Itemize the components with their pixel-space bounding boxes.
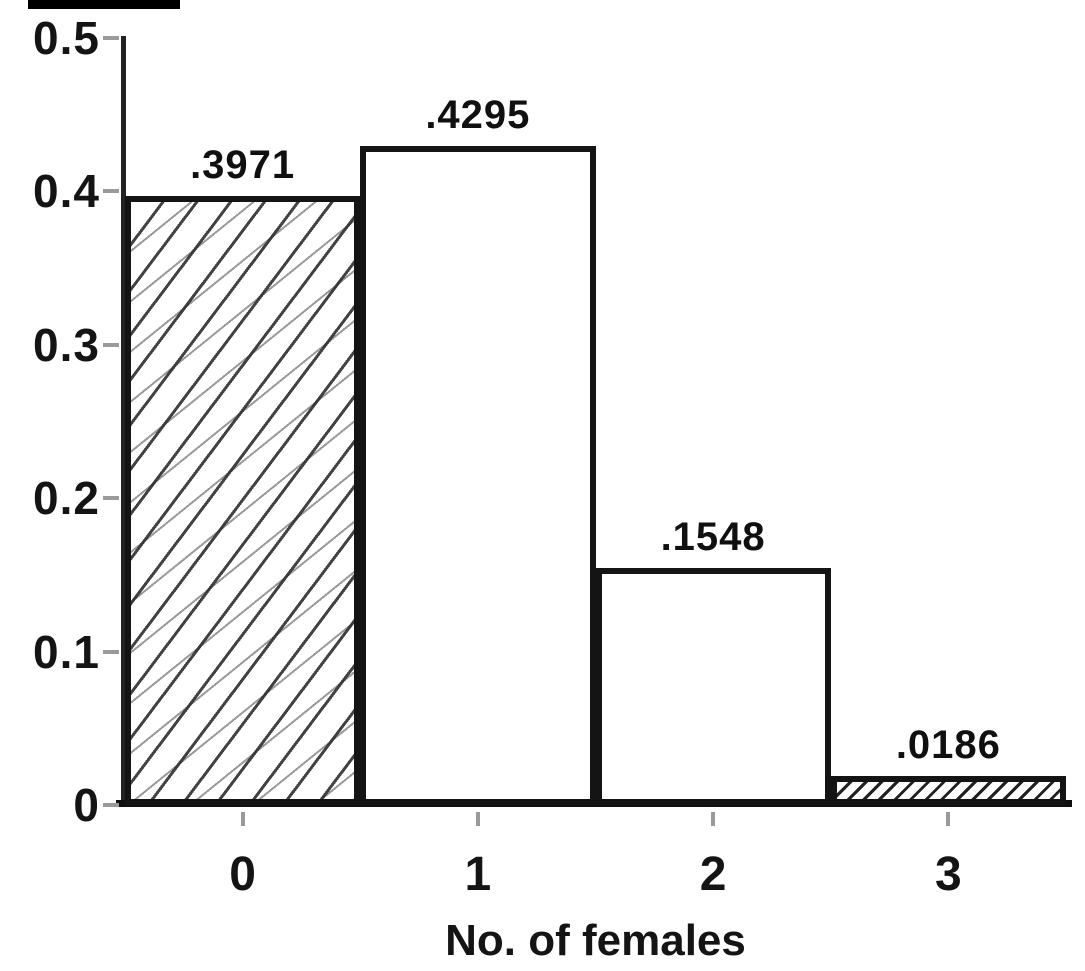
bar-1 [360, 146, 596, 805]
bar-value-label: .3971 [190, 142, 296, 187]
bar-0 [125, 195, 361, 805]
y-tick-mark [103, 189, 119, 194]
y-tick-mark [103, 342, 119, 347]
x-tick-label: 3 [935, 848, 962, 901]
x-tick-mark [711, 812, 716, 826]
x-tick-label: 0 [229, 848, 256, 901]
bar-3 [830, 776, 1066, 805]
y-tick-label: 0 [73, 779, 100, 831]
y-tick-mark [103, 496, 119, 501]
bar-value-label: .1548 [660, 514, 766, 559]
x-tick-mark [946, 812, 951, 826]
x-axis-title: No. of females [445, 916, 746, 965]
y-tick-mark [103, 803, 119, 807]
y-tick-mark [103, 36, 119, 40]
bar-2 [595, 567, 831, 805]
x-tick-mark [240, 812, 245, 826]
y-tick-label: 0.5 [33, 12, 100, 64]
y-tick-label: 0.2 [33, 472, 100, 525]
x-tick-label: 2 [699, 848, 727, 901]
y-tick-label: 0.4 [33, 165, 100, 218]
x-tick-mark [475, 812, 480, 826]
bar-value-label: .0186 [895, 723, 1001, 768]
y-tick-mark [103, 649, 119, 654]
x-tick-label: 1 [464, 848, 492, 901]
bar-value-label: .4295 [425, 93, 531, 138]
y-tick-label: 0.1 [33, 625, 100, 678]
y-axis-line [121, 36, 126, 806]
scan-artifact-line [28, 0, 180, 9]
y-tick-label: 0.3 [33, 318, 100, 371]
